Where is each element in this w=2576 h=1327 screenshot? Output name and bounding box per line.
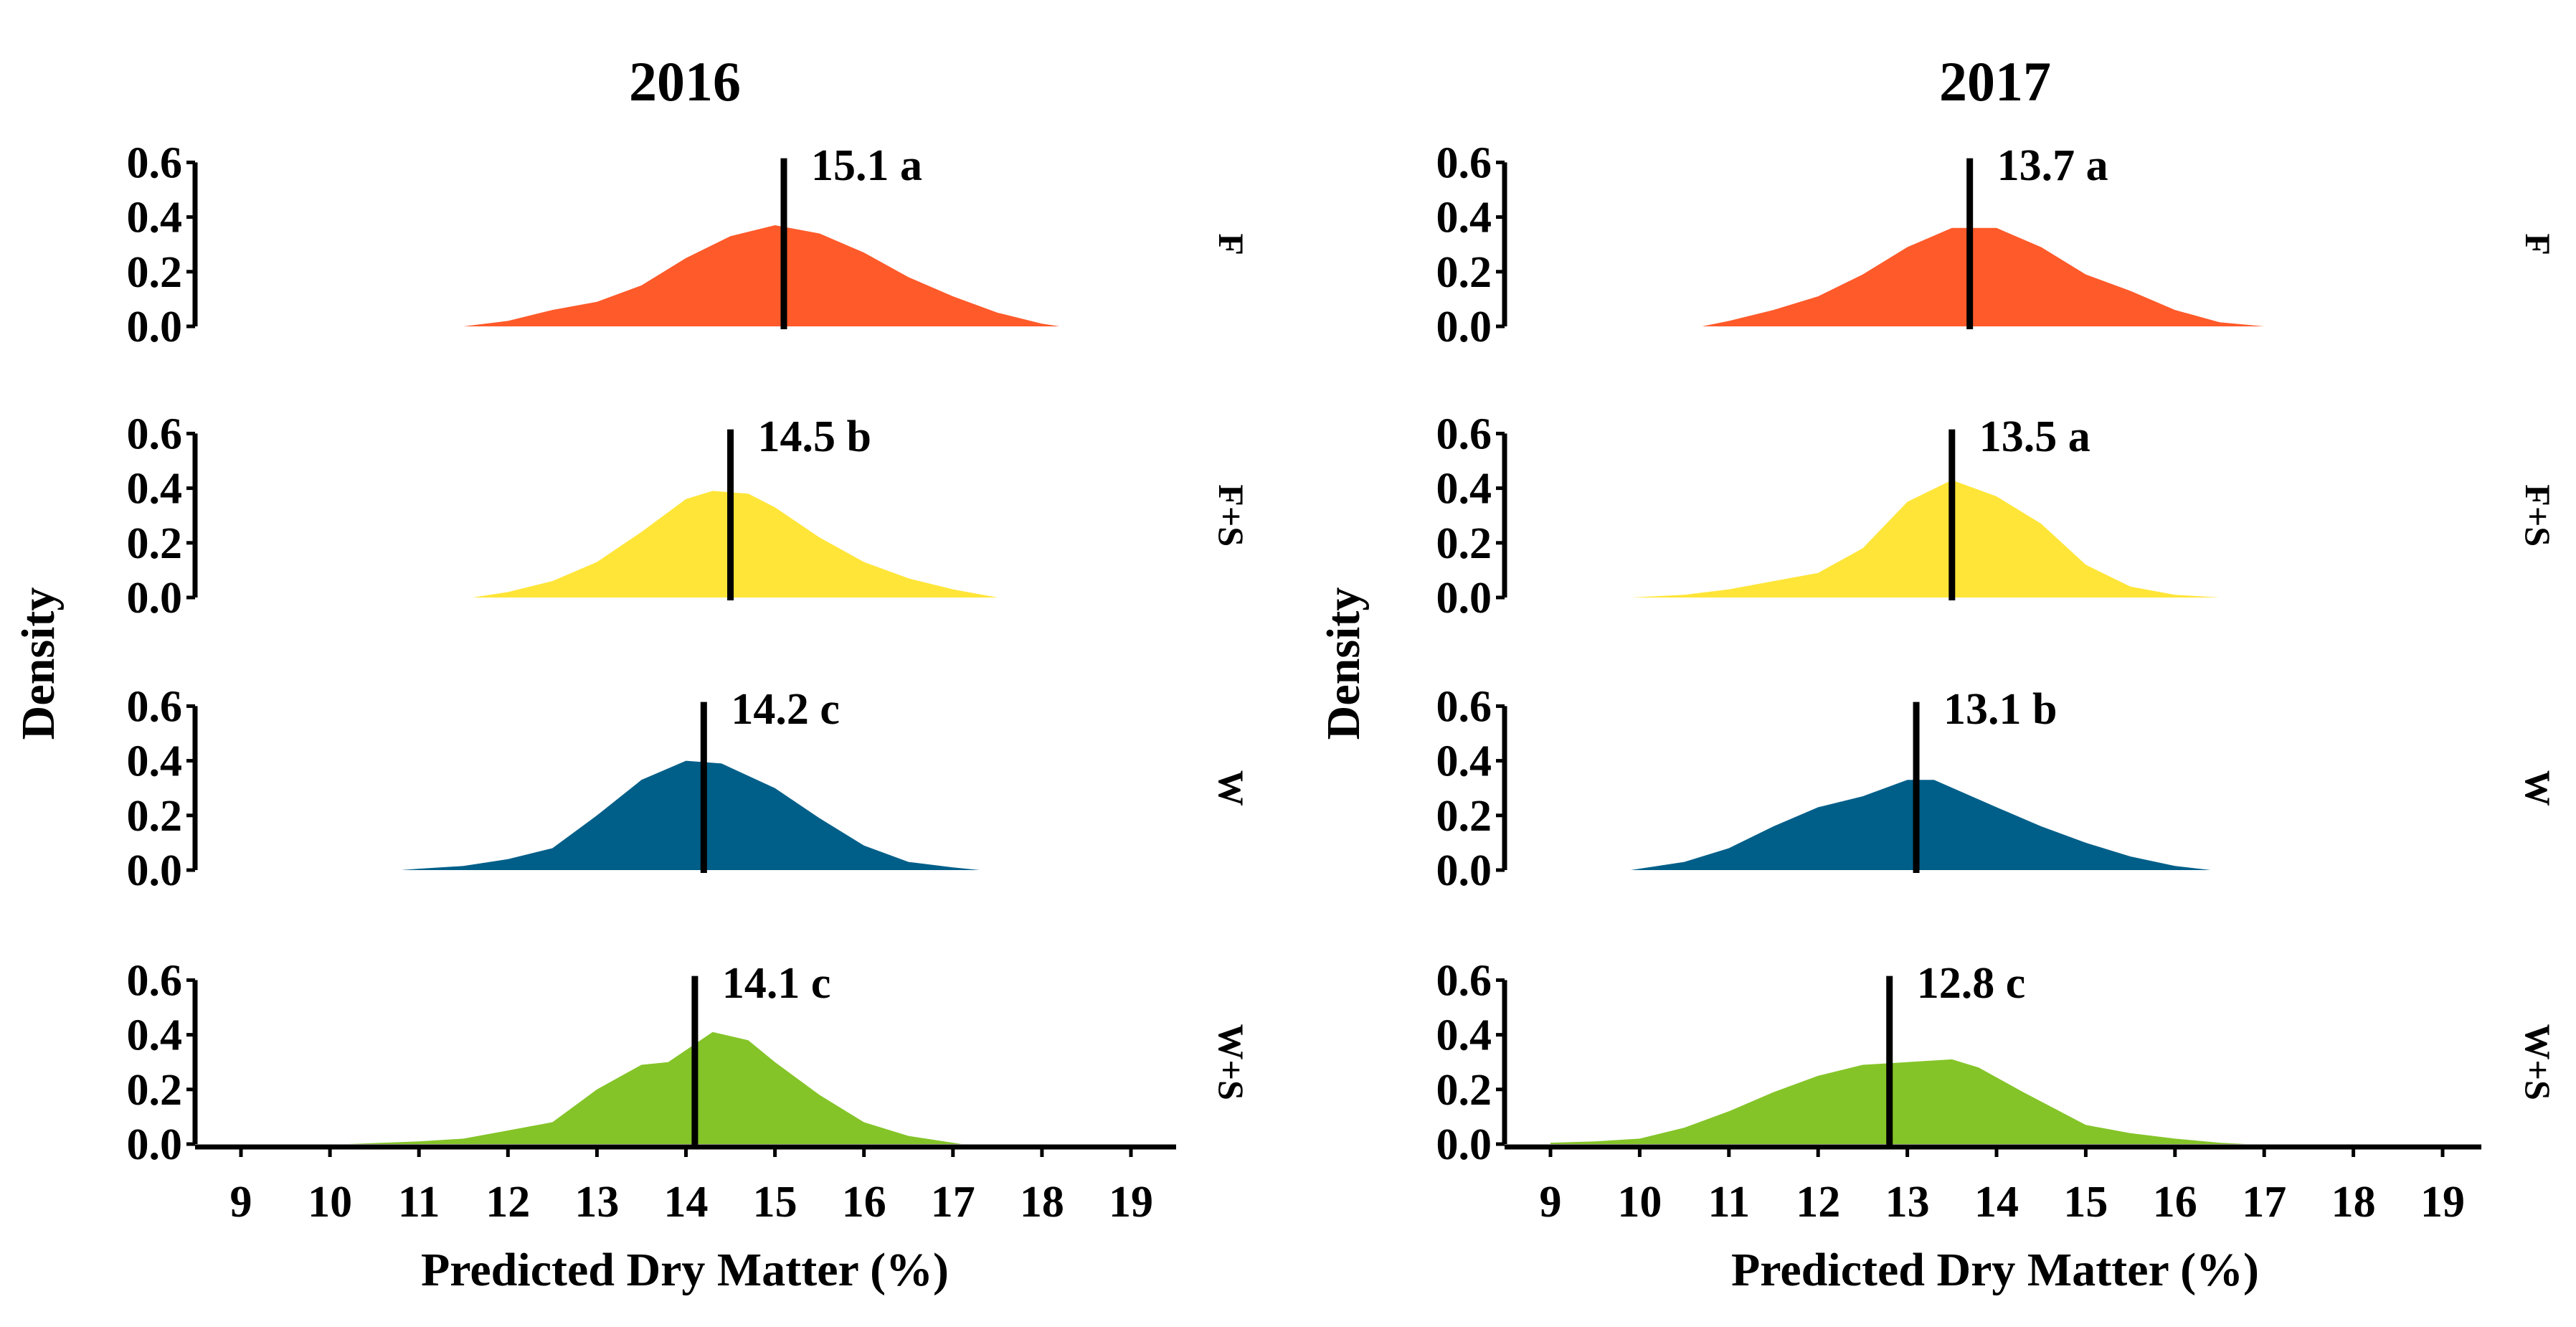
y-tick-label: 0.2 bbox=[1436, 519, 1492, 568]
x-tick-label: 18 bbox=[2331, 1178, 2376, 1227]
x-tick-label: 9 bbox=[230, 1178, 252, 1227]
chart-title: 2017 bbox=[1939, 50, 2051, 113]
facet-label-F+S: F+S bbox=[2518, 484, 2558, 547]
x-tick-label: 15 bbox=[753, 1178, 797, 1227]
y-tick-label: 0.0 bbox=[1436, 574, 1492, 623]
mean-label-F+S: 13.5 a bbox=[1979, 412, 2090, 461]
y-tick-label: 0.6 bbox=[127, 956, 183, 1005]
y-tick-label: 0.2 bbox=[127, 248, 183, 297]
x-tick-label: 19 bbox=[1109, 1178, 1153, 1227]
mean-label-F+S: 14.5 b bbox=[758, 412, 871, 461]
y-tick-label: 0.0 bbox=[127, 303, 183, 351]
mean-label-W+S: 12.8 c bbox=[1917, 959, 2026, 1008]
y-tick-label: 0.6 bbox=[1436, 138, 1492, 187]
x-tick-label: 12 bbox=[486, 1178, 530, 1227]
y-tick-label: 0.4 bbox=[127, 1011, 183, 1060]
y-tick-label: 0.4 bbox=[127, 737, 183, 786]
x-axis-label: Predicted Dry Matter (%) bbox=[421, 1244, 949, 1296]
y-tick-label: 0.2 bbox=[1436, 1066, 1492, 1115]
facet-label-W+S: W+S bbox=[1211, 1024, 1251, 1100]
y-tick-label: 0.0 bbox=[127, 846, 183, 895]
density-area-F bbox=[1702, 227, 2265, 326]
y-tick-label: 0.6 bbox=[1436, 410, 1492, 458]
y-tick-label: 0.0 bbox=[1436, 846, 1492, 895]
y-tick-label: 0.4 bbox=[127, 465, 183, 514]
y-axis-label: Density bbox=[1317, 587, 1370, 740]
x-tick-label: 13 bbox=[1885, 1178, 1930, 1227]
x-tick-label: 16 bbox=[842, 1178, 886, 1227]
y-axis-label: Density bbox=[12, 587, 65, 740]
density-area-W bbox=[1630, 780, 2211, 870]
y-tick-label: 0.2 bbox=[1436, 248, 1492, 297]
y-tick-label: 0.4 bbox=[1436, 1011, 1492, 1060]
density-area-F+S bbox=[1630, 480, 2220, 598]
facet-label-F+S: F+S bbox=[1211, 484, 1251, 547]
facet-label-W: W bbox=[2518, 770, 2558, 806]
x-tick-label: 17 bbox=[931, 1178, 975, 1227]
y-tick-label: 0.6 bbox=[127, 138, 183, 187]
density-area-W+S bbox=[347, 1031, 962, 1144]
y-tick-label: 0.4 bbox=[1436, 465, 1492, 514]
x-tick-label: 17 bbox=[2242, 1178, 2286, 1227]
facet-label-F: F bbox=[1211, 233, 1251, 255]
y-tick-label: 0.4 bbox=[1436, 194, 1492, 242]
mean-label-W+S: 14.1 c bbox=[722, 959, 831, 1008]
y-tick-label: 0.4 bbox=[1436, 737, 1492, 786]
y-tick-label: 0.6 bbox=[127, 682, 183, 731]
facet-label-W: W bbox=[1211, 770, 1251, 806]
mean-label-W: 14.2 c bbox=[731, 685, 840, 734]
y-tick-label: 0.0 bbox=[1436, 1120, 1492, 1169]
x-tick-label: 13 bbox=[574, 1178, 619, 1227]
y-tick-label: 0.2 bbox=[127, 792, 183, 841]
facet-label-W+S: W+S bbox=[2518, 1024, 2558, 1100]
y-tick-label: 0.2 bbox=[127, 1066, 183, 1115]
y-tick-label: 0.2 bbox=[127, 519, 183, 568]
x-tick-label: 11 bbox=[1708, 1178, 1751, 1227]
y-tick-label: 0.2 bbox=[1436, 792, 1492, 841]
chart-title: 2016 bbox=[629, 50, 741, 113]
mean-label-W: 13.1 b bbox=[1943, 685, 2057, 734]
y-tick-label: 0.4 bbox=[127, 194, 183, 242]
density-area-F bbox=[463, 225, 1060, 326]
x-tick-label: 14 bbox=[664, 1178, 709, 1227]
x-tick-label: 15 bbox=[2063, 1178, 2108, 1227]
y-tick-label: 0.0 bbox=[1436, 303, 1492, 351]
x-tick-label: 9 bbox=[1540, 1178, 1562, 1227]
y-tick-label: 0.0 bbox=[127, 574, 183, 623]
x-tick-label: 10 bbox=[1617, 1178, 1662, 1227]
density-area-W bbox=[401, 760, 980, 870]
x-tick-label: 10 bbox=[308, 1178, 352, 1227]
x-tick-label: 18 bbox=[1020, 1178, 1064, 1227]
y-tick-label: 0.6 bbox=[1436, 956, 1492, 1005]
density-area-W+S bbox=[1550, 1059, 2247, 1144]
x-tick-label: 19 bbox=[2420, 1178, 2465, 1227]
mean-label-F: 15.1 a bbox=[811, 141, 922, 190]
y-tick-label: 0.6 bbox=[127, 410, 183, 458]
x-tick-label: 16 bbox=[2153, 1178, 2197, 1227]
x-tick-label: 11 bbox=[398, 1178, 440, 1227]
mean-label-F: 13.7 a bbox=[1997, 141, 2108, 190]
facet-label-F: F bbox=[2518, 233, 2558, 255]
density-area-F+S bbox=[472, 491, 998, 598]
x-tick-label: 14 bbox=[1974, 1178, 2019, 1227]
y-tick-label: 0.6 bbox=[1436, 682, 1492, 731]
x-axis-label: Predicted Dry Matter (%) bbox=[1731, 1244, 2259, 1296]
x-tick-label: 12 bbox=[1796, 1178, 1840, 1227]
y-tick-label: 0.0 bbox=[127, 1120, 183, 1169]
